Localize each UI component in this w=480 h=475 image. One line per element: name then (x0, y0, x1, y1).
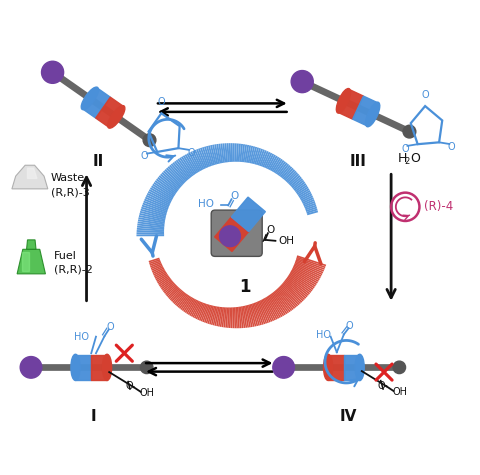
Polygon shape (91, 355, 107, 380)
Text: Waste: Waste (51, 173, 85, 183)
Circle shape (20, 357, 42, 378)
Ellipse shape (108, 105, 125, 128)
Text: OH: OH (140, 389, 155, 399)
Text: O: O (378, 381, 385, 391)
Text: O: O (230, 191, 239, 201)
Circle shape (219, 226, 240, 247)
Text: O: O (448, 142, 456, 152)
Ellipse shape (141, 361, 153, 374)
Text: Fuel: Fuel (54, 251, 77, 261)
Text: O: O (401, 143, 409, 154)
Polygon shape (27, 168, 37, 179)
FancyBboxPatch shape (211, 210, 262, 256)
Text: (R,R)-2: (R,R)-2 (54, 264, 93, 274)
Text: III: III (349, 154, 367, 170)
Polygon shape (12, 165, 48, 189)
Ellipse shape (393, 361, 406, 374)
Ellipse shape (403, 125, 416, 138)
Polygon shape (344, 355, 360, 380)
Text: O: O (157, 97, 165, 107)
Text: II: II (93, 154, 104, 170)
Ellipse shape (336, 88, 350, 113)
Polygon shape (215, 217, 249, 251)
Ellipse shape (324, 354, 333, 380)
Polygon shape (75, 355, 91, 380)
Polygon shape (22, 252, 29, 271)
Text: O: O (410, 152, 420, 165)
Text: (R,R)-3: (R,R)-3 (51, 188, 90, 198)
Polygon shape (26, 240, 36, 249)
Polygon shape (83, 88, 110, 118)
Ellipse shape (355, 354, 364, 380)
Polygon shape (17, 249, 46, 274)
Text: I: I (91, 409, 96, 425)
Polygon shape (338, 89, 363, 119)
Polygon shape (328, 355, 344, 380)
Text: O: O (346, 321, 353, 331)
Text: O: O (421, 90, 429, 100)
Circle shape (291, 71, 313, 93)
Text: OH: OH (278, 236, 294, 246)
Text: O: O (107, 322, 114, 332)
Text: O: O (266, 226, 275, 236)
Polygon shape (231, 197, 265, 232)
Text: O: O (141, 152, 148, 162)
Text: O: O (125, 381, 133, 391)
Text: HO: HO (198, 200, 214, 209)
Text: 1: 1 (239, 278, 251, 296)
Ellipse shape (71, 354, 80, 380)
Text: OH: OH (392, 388, 407, 398)
Text: HO: HO (316, 330, 331, 340)
Text: IV: IV (340, 409, 357, 425)
Ellipse shape (143, 134, 156, 146)
Circle shape (42, 61, 64, 83)
Polygon shape (353, 96, 378, 126)
Text: HO: HO (74, 332, 89, 342)
Text: 2: 2 (404, 156, 409, 165)
Polygon shape (96, 97, 123, 127)
Text: H: H (398, 152, 408, 165)
Ellipse shape (366, 102, 380, 127)
Text: (R)-4: (R)-4 (424, 200, 454, 213)
Ellipse shape (81, 87, 98, 110)
Text: O: O (187, 148, 195, 158)
Ellipse shape (102, 354, 112, 380)
Circle shape (273, 357, 294, 378)
